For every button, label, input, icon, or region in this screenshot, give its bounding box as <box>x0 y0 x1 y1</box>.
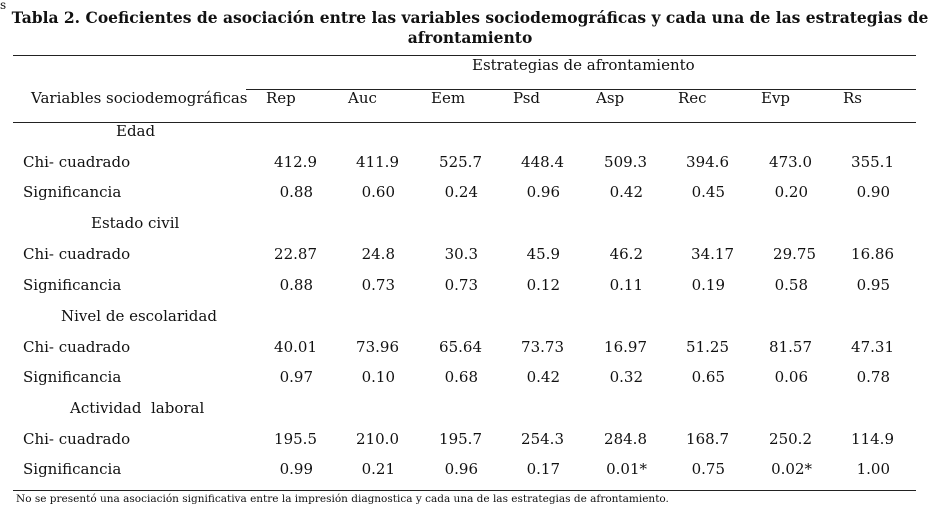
column-header-asp: Asp <box>596 89 625 107</box>
table-cell: 0.21 <box>361 460 395 478</box>
table-cell: 195.5 <box>274 430 317 448</box>
table-cell: 0.58 <box>774 276 808 294</box>
table-cell: 0.88 <box>279 276 313 294</box>
table-cell: 0.06 <box>774 368 808 386</box>
table-cell: 0.02* <box>771 460 812 478</box>
section-label-edad: Edad <box>116 122 156 140</box>
table-cell: 22.87 <box>274 245 317 263</box>
row-label: Significancia <box>23 276 122 294</box>
table-cell: 0.99 <box>279 460 313 478</box>
table-cell: 254.3 <box>521 430 564 448</box>
row-label: Chi- cuadrado <box>23 245 131 263</box>
table-cell: 0.42 <box>609 183 643 201</box>
bottom-rule <box>13 490 916 491</box>
table-cell: 250.2 <box>769 430 812 448</box>
column-header-psd: Psd <box>513 89 540 107</box>
table-cell: 81.57 <box>769 338 812 356</box>
column-header-rep: Rep <box>266 89 296 107</box>
table-cell: 0.96 <box>526 183 560 201</box>
table-cell: 0.88 <box>279 183 313 201</box>
table-cell: 51.25 <box>686 338 729 356</box>
table-cell: 0.90 <box>856 183 890 201</box>
table-title: Tabla 2. Coeficientes de asociación entr… <box>11 8 929 47</box>
table-cell: 114.9 <box>851 430 894 448</box>
table-cell: 509.3 <box>604 153 647 171</box>
row-label: Chi- cuadrado <box>23 153 131 171</box>
table-cell: 16.86 <box>851 245 894 263</box>
header-rule <box>13 122 916 123</box>
table-cell: 30.3 <box>444 245 478 263</box>
table-cell: 16.97 <box>604 338 647 356</box>
row-label: Significancia <box>23 368 122 386</box>
table-cell: 412.9 <box>274 153 317 171</box>
table-footnote: No se presentó una asociación significat… <box>16 493 669 505</box>
table-cell: 0.42 <box>526 368 560 386</box>
table-cell: 0.19 <box>691 276 725 294</box>
group-rule <box>246 89 916 90</box>
section-label-nivel-escolaridad: Nivel de escolaridad <box>61 307 217 325</box>
column-header-rec: Rec <box>678 89 707 107</box>
table-cell: 0.10 <box>361 368 395 386</box>
table-cell: 0.95 <box>856 276 890 294</box>
group-header: Estrategias de afrontamiento <box>472 56 695 74</box>
table-cell: 355.1 <box>851 153 894 171</box>
row-label: Chi- cuadrado <box>23 430 131 448</box>
column-header-auc: Auc <box>348 89 377 107</box>
table-cell: 0.11 <box>609 276 643 294</box>
table-cell: 525.7 <box>439 153 482 171</box>
table-cell: 0.97 <box>279 368 313 386</box>
table-cell: 65.64 <box>439 338 482 356</box>
table-cell: 0.17 <box>526 460 560 478</box>
table-cell: 0.12 <box>526 276 560 294</box>
table-cell: 411.9 <box>356 153 399 171</box>
table-cell: 73.73 <box>521 338 564 356</box>
table-cell: 0.65 <box>691 368 725 386</box>
table-cell: 73.96 <box>356 338 399 356</box>
table-cell: 29.75 <box>773 245 816 263</box>
column-header-rs: Rs <box>843 89 862 107</box>
column-header-eem: Eem <box>431 89 466 107</box>
table-cell: 448.4 <box>521 153 564 171</box>
corner-mark: s <box>0 0 7 12</box>
table-cell: 0.73 <box>361 276 395 294</box>
table-cell: 0.68 <box>444 368 478 386</box>
row-label: Chi- cuadrado <box>23 338 131 356</box>
table-cell: 0.75 <box>691 460 725 478</box>
variable-header: Variables sociodemográficas <box>31 89 248 107</box>
section-label-actividad-laboral: Actividad laboral <box>70 399 205 417</box>
table-cell: 0.01* <box>606 460 647 478</box>
table-cell: 0.32 <box>609 368 643 386</box>
table-cell: 0.20 <box>774 183 808 201</box>
table-cell: 0.24 <box>444 183 478 201</box>
table-cell: 45.9 <box>526 245 560 263</box>
row-label: Significancia <box>23 460 122 478</box>
table-cell: 168.7 <box>686 430 729 448</box>
table-cell: 1.00 <box>856 460 890 478</box>
table-cell: 0.96 <box>444 460 478 478</box>
column-header-evp: Evp <box>761 89 791 107</box>
table-cell: 34.17 <box>691 245 734 263</box>
table-cell: 0.73 <box>444 276 478 294</box>
row-label: Significancia <box>23 183 122 201</box>
top-rule <box>13 55 916 56</box>
table-cell: 195.7 <box>439 430 482 448</box>
table-cell: 284.8 <box>604 430 647 448</box>
table-cell: 24.8 <box>361 245 395 263</box>
table-cell: 210.0 <box>356 430 399 448</box>
table-cell: 473.0 <box>769 153 812 171</box>
table-cell: 0.45 <box>691 183 725 201</box>
table-cell: 0.78 <box>856 368 890 386</box>
table-cell: 40.01 <box>274 338 317 356</box>
table-cell: 47.31 <box>851 338 894 356</box>
table-cell: 46.2 <box>609 245 643 263</box>
table-cell: 394.6 <box>686 153 729 171</box>
section-label-estado-civil: Estado civil <box>91 214 180 232</box>
table-cell: 0.60 <box>361 183 395 201</box>
